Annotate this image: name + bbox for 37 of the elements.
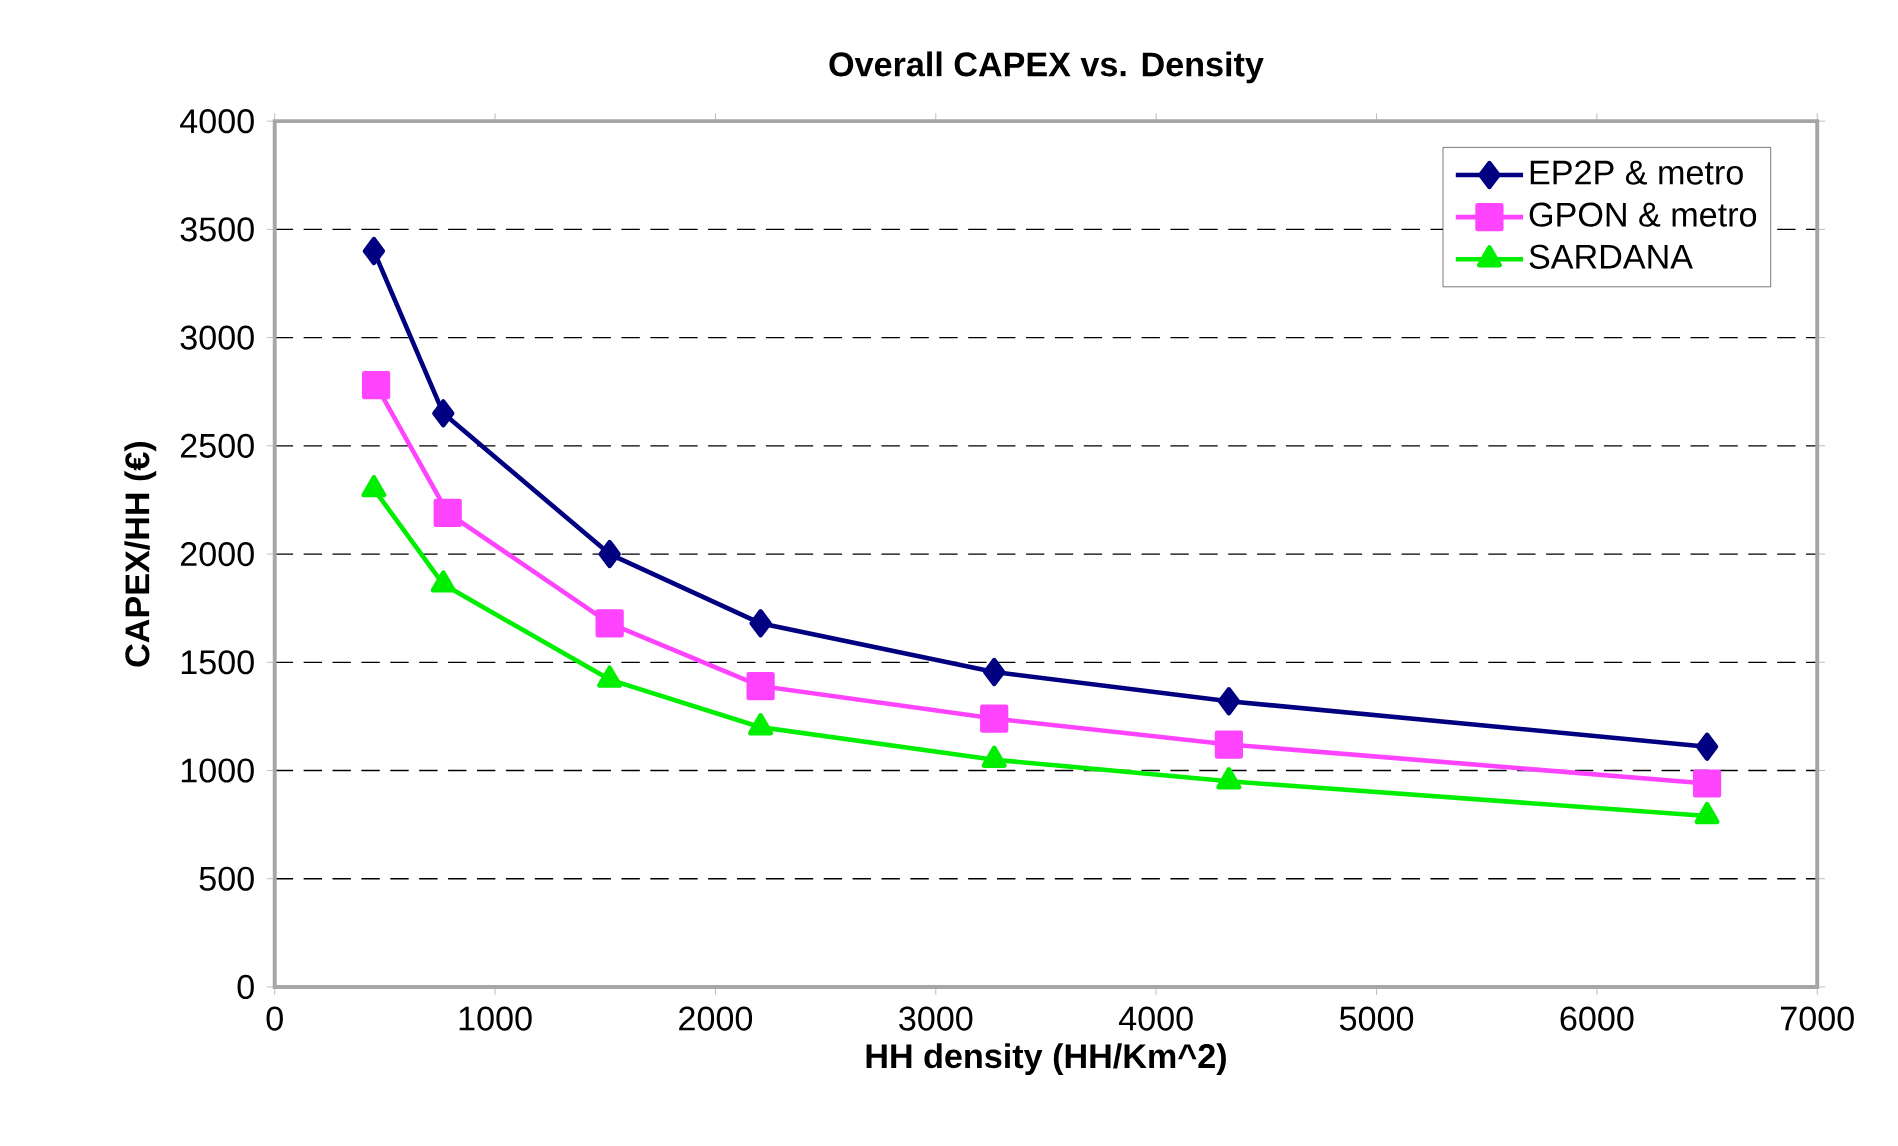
point (361, 371, 391, 400)
y-tick-label: 0 (237, 975, 254, 1000)
y-tick-label: 2500 (180, 433, 254, 459)
legend-label: SARDANA (1529, 244, 1693, 270)
y-tick-label: 1500 (181, 650, 254, 675)
x-tick-label: 6000 (1560, 1006, 1634, 1031)
point (598, 540, 621, 569)
point (433, 499, 462, 528)
point (1214, 730, 1243, 759)
point (980, 704, 1009, 733)
y-tick-label: 3500 (180, 217, 254, 242)
point (1217, 687, 1241, 716)
y-tick-label: 500 (199, 866, 254, 892)
y-axis-title: CAPEX/HH (€) (124, 442, 157, 667)
x-tick-label: 7000 (1781, 1006, 1854, 1031)
y-tick-label: 3000 (180, 325, 254, 350)
point (1692, 769, 1722, 798)
x-tick-label: 1000 (459, 1006, 532, 1031)
legend-label: GPON & metro (1529, 202, 1757, 227)
point (1695, 732, 1719, 762)
y-tick-label: 1000 (181, 758, 254, 783)
chart-title: Overall CAPEX vs. Density (829, 51, 1264, 84)
x-tick-label: 4000 (1118, 1006, 1193, 1031)
point (432, 399, 455, 428)
point (983, 658, 1006, 687)
x-axis-title: HH density (HH/Km^2) (866, 1043, 1226, 1076)
point (746, 672, 775, 701)
point (749, 609, 772, 638)
x-tick-label: 5000 (1339, 1006, 1414, 1031)
x-tick-label: 2000 (679, 1006, 753, 1031)
point (595, 609, 624, 638)
point (362, 237, 386, 266)
y-tick-label: 2000 (180, 542, 254, 567)
x-tick-label: 0 (266, 1006, 283, 1031)
y-tick-label: 4000 (180, 109, 254, 134)
x-tick-label: 3000 (899, 1006, 973, 1031)
legend-label: EP2P & metro (1530, 160, 1743, 185)
